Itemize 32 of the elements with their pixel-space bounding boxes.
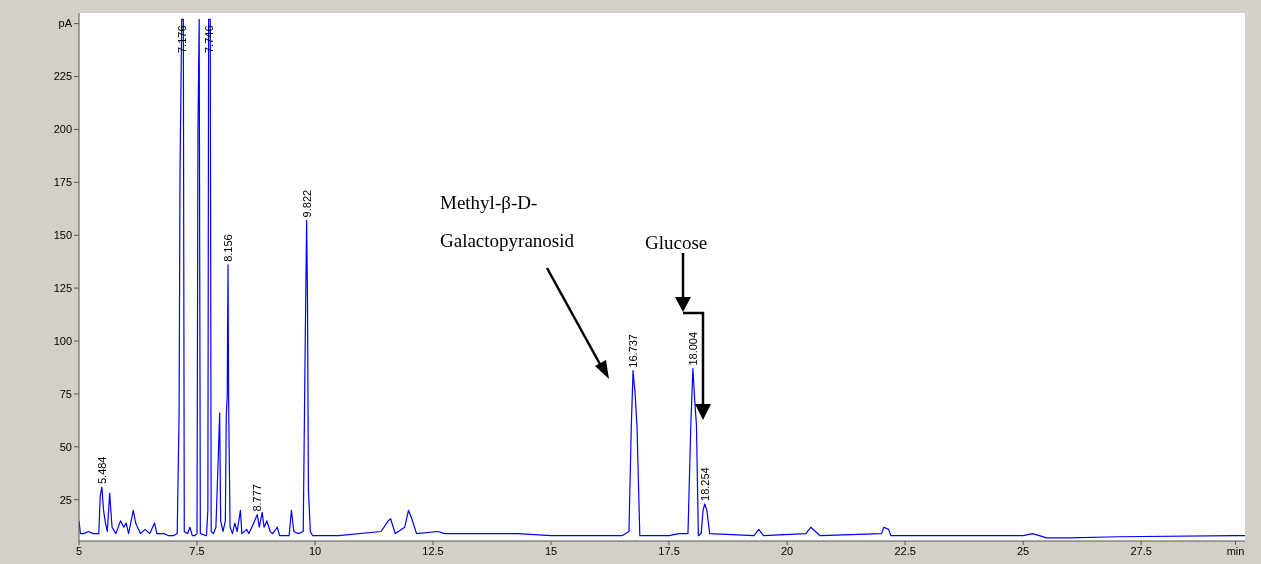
x-tick-label: 17.5 bbox=[658, 544, 680, 557]
x-tick-label: 20 bbox=[780, 544, 794, 557]
y-tick-label: 150 bbox=[53, 229, 72, 242]
annotation: Glucose bbox=[645, 231, 708, 255]
x-tick-label: 27.5 bbox=[1130, 544, 1152, 557]
x-tick-label: 15 bbox=[544, 544, 558, 557]
annotation: 8.156 bbox=[221, 234, 234, 262]
y-tick-label: 50 bbox=[59, 440, 72, 453]
annotation: 5.484 bbox=[95, 456, 108, 485]
annotation: 9.822 bbox=[300, 189, 313, 218]
y-tick-label: 200 bbox=[53, 123, 72, 136]
annotation: 8.777 bbox=[251, 484, 264, 512]
x-tick-label: 5 bbox=[75, 544, 83, 557]
annotation: 7.746 bbox=[202, 25, 215, 53]
annotation: 18.004 bbox=[686, 331, 699, 366]
y-tick-label: 125 bbox=[53, 282, 72, 295]
annotation: Methyl-β-D- Galactopyranosid bbox=[440, 191, 575, 253]
y-tick-label: 100 bbox=[53, 334, 72, 347]
x-tick-label: 7.5 bbox=[189, 544, 205, 557]
annotation: 7.176 bbox=[175, 25, 188, 53]
y-tick-label: pA bbox=[58, 17, 73, 30]
y-tick-label: 225 bbox=[53, 70, 72, 83]
y-tick-label: 175 bbox=[53, 176, 72, 189]
y-tick-label: 25 bbox=[59, 493, 72, 506]
x-tick-label: 22.5 bbox=[894, 544, 916, 557]
x-tick-label: 25 bbox=[1017, 544, 1030, 557]
x-tick-label: min bbox=[1226, 544, 1245, 557]
annotation: 16.737 bbox=[627, 333, 640, 368]
annotation: 18.254 bbox=[698, 467, 711, 501]
x-tick-label: 12.5 bbox=[422, 544, 444, 557]
x-tick-label: 10 bbox=[308, 544, 322, 557]
y-tick-label: 75 bbox=[59, 387, 72, 400]
